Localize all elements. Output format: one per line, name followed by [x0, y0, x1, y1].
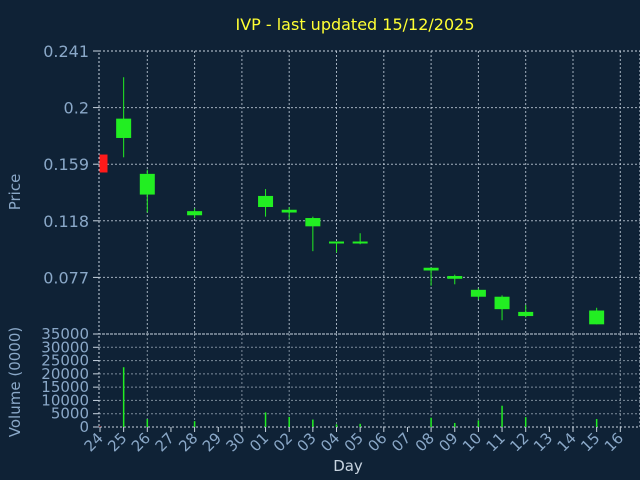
volume-bar	[264, 412, 267, 427]
candle	[116, 77, 132, 158]
x-tick-label: 02	[270, 429, 296, 455]
volume-gridlines	[93, 333, 640, 428]
candle	[589, 307, 605, 325]
price-tick-label: 0.077	[43, 268, 89, 287]
candle-body	[470, 289, 486, 297]
volume-bar	[359, 423, 361, 427]
candle	[329, 241, 344, 253]
price-plot-area	[98, 50, 640, 335]
candle	[470, 288, 486, 300]
candle-body	[518, 311, 534, 317]
volume-tick-label: 25000	[41, 352, 89, 370]
candle-body	[139, 173, 155, 195]
candle	[423, 267, 439, 286]
x-tick-label: 08	[412, 429, 438, 455]
x-tick-label: 06	[364, 429, 390, 455]
candle	[139, 169, 155, 213]
x-tick-label: 16	[601, 429, 627, 455]
x-tick-label: 09	[435, 429, 461, 455]
price-tick-label: 0.2	[64, 99, 89, 118]
volume-tick-label: 30000	[41, 338, 89, 356]
x-tick-label: 15	[577, 429, 603, 455]
candle-body	[423, 267, 439, 271]
candle	[447, 274, 463, 285]
volume-bar	[288, 416, 290, 427]
price-tick-label: 0.159	[43, 155, 89, 174]
volume-bar	[524, 417, 527, 427]
candle-body	[100, 154, 108, 173]
candle-body	[329, 241, 344, 244]
x-tick-label: 29	[199, 429, 225, 455]
candle-body	[258, 195, 274, 207]
candle-body	[187, 211, 203, 216]
volume-tick-label: 10000	[41, 391, 89, 409]
x-tick-label: 14	[554, 429, 580, 455]
price-tick-label: 0.241	[43, 42, 89, 61]
candle	[494, 295, 510, 321]
candle-body	[116, 118, 132, 138]
volume-bar	[501, 405, 503, 427]
x-tick-labels: 2425262728293001020304050607080910111213…	[81, 427, 627, 455]
x-tick-label: 01	[246, 429, 272, 455]
volume-bar	[454, 423, 456, 427]
candle-body	[352, 241, 368, 244]
candle	[281, 206, 297, 220]
volume-bar	[595, 419, 598, 427]
candle-body	[447, 276, 463, 279]
candle	[187, 208, 203, 219]
candle	[352, 233, 368, 245]
volume-bar	[122, 367, 125, 427]
x-tick-label: 10	[459, 429, 485, 455]
candle-body	[281, 209, 297, 213]
candle-body	[589, 310, 605, 325]
volume-tick-label: 20000	[41, 365, 89, 383]
volume-axis-label: Volume (0000)	[6, 327, 24, 437]
x-axis-label: Day	[333, 457, 363, 475]
x-tick-label: 25	[104, 429, 130, 455]
x-tick-label: 13	[530, 429, 556, 455]
price-tick-label: 0.118	[43, 212, 89, 231]
volume-tick-label: 0	[79, 418, 89, 436]
y-axis-label: Price	[6, 174, 24, 211]
price-gridlines	[93, 50, 640, 334]
volume-bar	[193, 421, 196, 427]
chart-title: IVP - last updated 15/12/2025	[235, 15, 474, 34]
x-tick-label: 04	[317, 429, 343, 455]
candle-body	[494, 296, 510, 310]
x-tick-label: 26	[128, 429, 154, 455]
x-tick-label: 28	[175, 429, 201, 455]
x-tick-label: 03	[293, 429, 319, 455]
x-tick-label: 05	[341, 429, 367, 455]
volume-bar	[312, 419, 314, 427]
x-tick-label: 30	[222, 429, 248, 455]
x-tick-label: 11	[483, 429, 509, 455]
candle	[518, 305, 534, 318]
candle	[258, 189, 274, 217]
candle	[305, 216, 321, 252]
volume-bar	[335, 424, 338, 427]
volume-plot-area	[98, 333, 640, 428]
volume-bar	[99, 426, 101, 427]
candle	[99, 154, 108, 173]
volume-bar	[430, 417, 432, 427]
volume-tick-label: 35000	[41, 325, 89, 343]
x-tick-label: 12	[506, 429, 532, 455]
x-tick-label: 27	[152, 429, 178, 455]
volume-bars	[99, 367, 598, 427]
candle-body	[305, 218, 321, 227]
price-tick-labels: 0.241 0.2 0.159 0.118 0.077	[43, 42, 89, 287]
price-panel: 0.241 0.2 0.159 0.118 0.077	[43, 42, 640, 335]
volume-bar	[146, 419, 149, 427]
volume-bar	[477, 420, 480, 427]
volume-tick-label: 5000	[51, 405, 89, 423]
candles	[99, 77, 605, 325]
volume-tick-label: 15000	[41, 378, 89, 396]
x-tick-label: 07	[388, 429, 414, 455]
